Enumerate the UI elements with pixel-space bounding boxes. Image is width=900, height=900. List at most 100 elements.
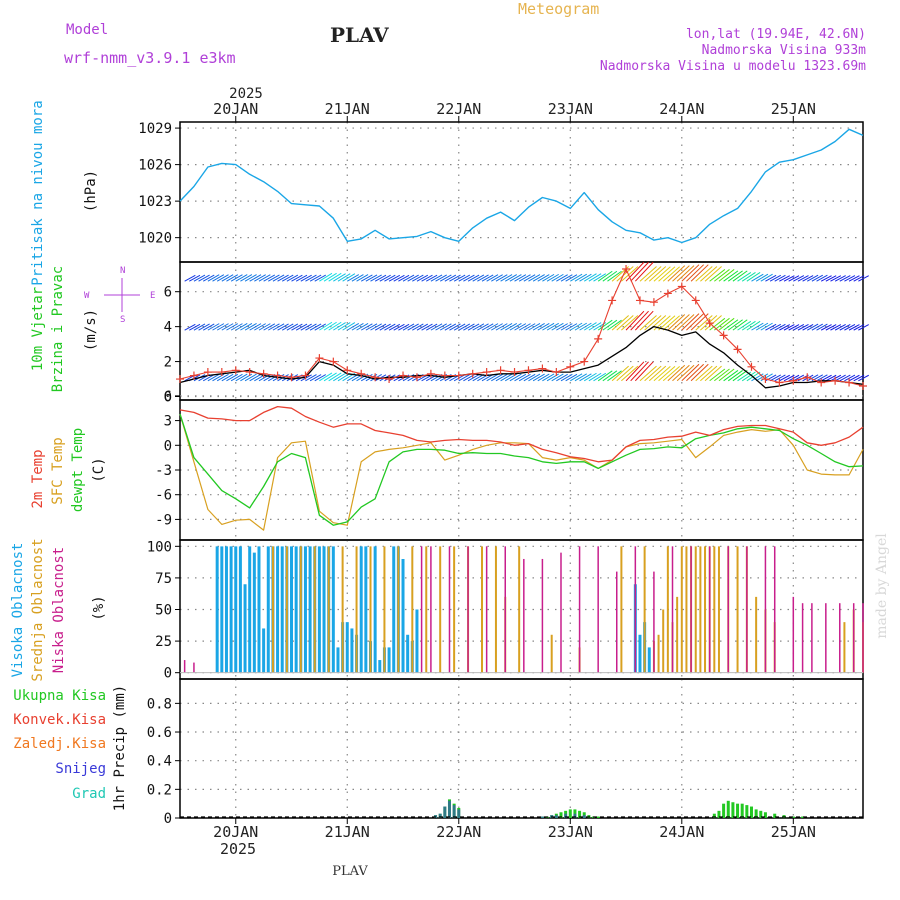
wind-arrow-2 [565,274,578,282]
wind-gust-marker [176,375,184,384]
wind-arrow-2 [249,274,262,282]
wind-arrow-0 [258,373,271,382]
dewpt-temp-line [179,413,864,526]
wind-arrow-2 [328,272,342,282]
wind-arrow-2 [662,266,680,282]
wind-arrow-0 [514,373,527,382]
wind-arrow-0 [727,370,743,382]
precip-bar-1 [457,809,461,818]
wind-arrow-2 [444,274,457,282]
precip-ytick-label: 0.6 [147,725,172,741]
wind-arrow-1 [793,323,805,331]
wind-arrow-2 [602,270,618,282]
wind-gust-marker [719,331,728,340]
top-day-label: 22JAN [436,100,481,118]
wind-gust-marker [510,368,519,377]
wind-arrow-1 [686,313,705,331]
wind-arrow-1 [342,322,356,331]
wind-arrow-0 [834,374,846,382]
precip-bar-1 [564,813,568,818]
wind-arrow-2 [820,275,832,282]
precip-frz-legend: Zaledj.Kisa [13,736,106,752]
wind-arrow-2 [360,274,373,282]
pressure-ytick-label: 1023 [138,194,172,210]
wind-gust-marker [217,368,226,377]
wind-arrow-2 [388,274,401,282]
wind-arrow-2 [644,266,662,282]
wind-arrow-2 [616,266,634,282]
wind-gust-marker [580,357,589,366]
wind-arrow-1 [216,323,229,331]
wind-arrow-0 [542,373,555,382]
wind-arrow-0 [221,373,234,382]
wind-arrow-1 [765,323,777,331]
wind-arrow-2 [453,274,466,282]
wind-arrow-1 [718,317,735,331]
wind-arrow-0 [556,373,568,382]
wind-arrow-2 [463,274,475,282]
wind-arrow-1 [268,323,280,331]
wind-arrow-1 [625,310,645,331]
wind-arrow-0 [333,372,346,382]
wind-arrow-0 [718,368,735,382]
wind-arrow-0 [858,374,869,382]
wind-arrow-1 [630,310,649,331]
wind-gust-marker [189,371,198,380]
bottom-day-labels: 20JAN 21JAN 22JAN 23JAN 24JAN 25JAN [213,818,816,841]
wind-arrow-0 [690,363,709,382]
wind-arrow-0 [653,365,671,382]
precip-bar-0 [578,810,582,818]
wind-arrow-2 [802,275,814,282]
bottom-day-label: 25JAN [771,823,816,841]
wind-arrow-2 [309,274,322,282]
precip-bar-1 [582,815,586,818]
wind-arrow-1 [634,310,654,331]
wind-arrow-1 [421,323,433,331]
wind-arrow-0 [509,373,522,382]
wind-arrow-2 [189,274,201,282]
wind-arrow-0 [634,361,654,382]
precip-ytick-label: 0.8 [147,696,172,712]
wind-speed-line [179,325,864,389]
precip-bar-0 [763,812,767,818]
wind-arrow-2 [216,274,229,282]
wind-arrow-0 [741,371,756,382]
wind-arrow-2 [839,275,851,282]
wind-arrow-2 [291,274,303,282]
precip-ytick-label: 0.4 [147,754,172,770]
wind-arrow-0 [565,373,578,382]
cloud-mid-legend: Srednja Oblacnost [30,538,46,681]
wind-arrow-1 [379,323,391,331]
temperature-ytick-label: -3 [155,463,172,479]
wind-arrow-2 [393,274,405,282]
wind-arrow-1 [769,323,782,331]
wind-arrow-1 [258,323,271,331]
wind-arrow-2 [537,274,550,282]
wind-arrow-1 [607,319,622,331]
wind-arrow-0 [816,374,828,382]
wind-arrow-1 [439,323,452,331]
clouds-panel: 0 25 50 75 100 [147,539,864,682]
wind-arrow-2 [714,269,730,282]
wind-arrow-1 [467,323,480,331]
wind-arrow-0 [755,373,769,382]
wind-arrow-1 [504,323,517,331]
precip-bar-1 [554,815,558,818]
wind-arrow-0 [588,372,602,382]
elevation-label: Nadmorska Visina 933m [702,43,867,58]
wind-arrow-1 [546,322,559,331]
wind-arrow-0 [807,374,819,382]
wind-arrow-2 [412,274,424,282]
wind-unit: (m/s) [83,309,99,351]
wind-arrow-1 [732,319,748,331]
wind-gust-marker [775,378,784,387]
wind-arrow-1 [453,323,466,331]
wind-gust-marker [622,264,631,273]
wind-arrow-0 [648,365,667,382]
model-name: wrf-nmm_v3.9.1 e3km [64,49,236,67]
bottom-day-label: 20JAN [213,823,258,841]
wind-arrow-1 [551,322,564,331]
wind-gust-marker [761,375,770,384]
wind-arrow-2 [374,274,387,282]
wind-arrow-1 [676,314,695,331]
